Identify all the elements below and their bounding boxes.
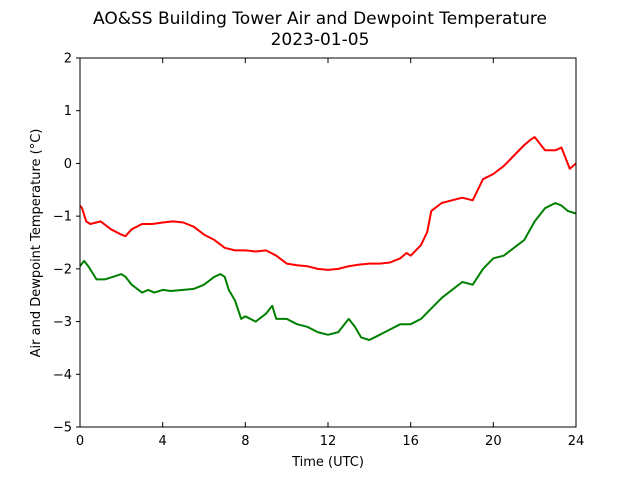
y-tick-label: −2: [53, 262, 72, 277]
y-axis: 2 1 0 −1 −2 −3 −4 −5: [53, 52, 80, 436]
x-tick-label: 4: [159, 434, 167, 449]
chart-title: AO&SS Building Tower Air and Dewpoint Te…: [93, 9, 547, 29]
y-tick-label: −5: [53, 421, 72, 436]
x-tick-label: 0: [76, 434, 84, 449]
x-tick-label: 16: [402, 434, 419, 449]
y-tick-label: 0: [64, 157, 72, 172]
x-tick-label: 12: [320, 434, 337, 449]
plot-frame: [79, 57, 577, 428]
x-tick-label: 24: [568, 434, 585, 449]
series-layer: [79, 136, 577, 341]
y-tick-label: 2: [64, 52, 72, 67]
x-tick-label: 8: [241, 434, 249, 449]
y-axis-label: Air and Dewpoint Temperature (°C): [29, 129, 44, 358]
x-axis-label: Time (UTC): [291, 455, 364, 470]
y-tick-label: −4: [53, 368, 72, 383]
air-temperature-line: [79, 136, 577, 271]
y-tick-label: 1: [64, 104, 72, 119]
plot-area: 0 4 8 12 16 20 24 2 1 0 −1 −2 −3 −4 −5: [53, 52, 584, 450]
chart-subtitle: 2023-01-05: [271, 30, 370, 50]
dewpoint-temperature-line: [79, 202, 577, 341]
x-tick-label: 20: [485, 434, 502, 449]
y-tick-label: −3: [53, 315, 72, 330]
y-tick-label: −1: [53, 210, 72, 225]
x-axis: 0 4 8 12 16 20 24: [76, 58, 584, 449]
